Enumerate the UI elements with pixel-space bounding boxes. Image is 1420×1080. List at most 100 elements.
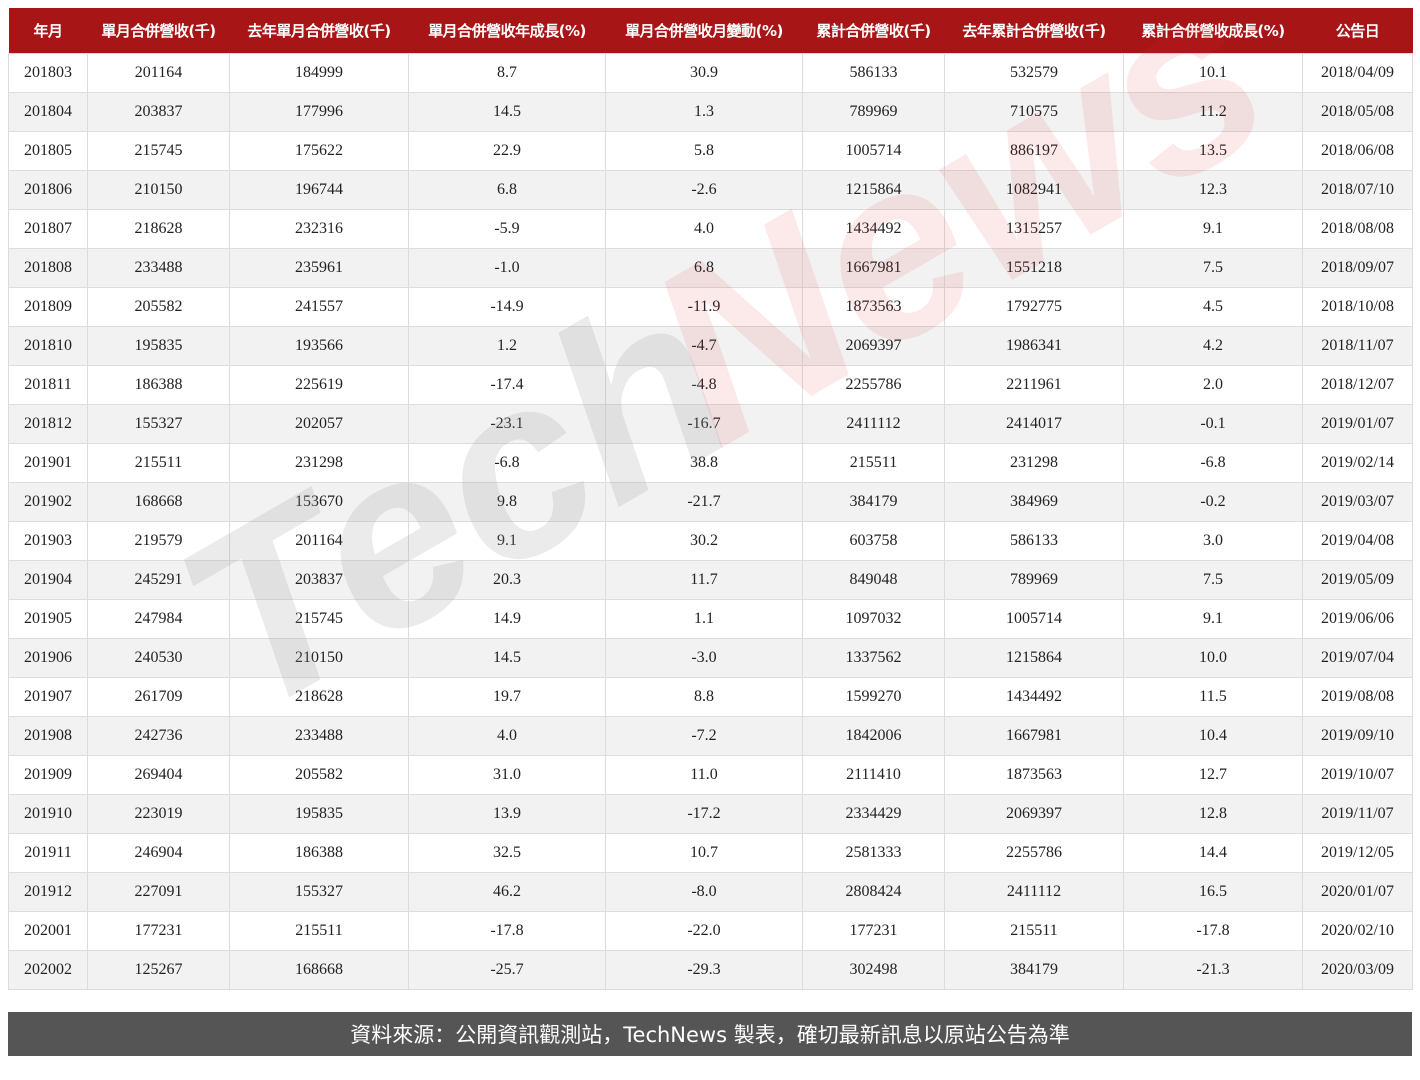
table-cell: 10.0 [1123,638,1303,678]
table-row: 201903 219579 201164 9.1 30.2 603758 586133 3.0… [8,521,1413,561]
table-cell: 2255786 [802,365,945,405]
table-row: 201805 215745 175622 22.9 5.8 1005714 886197 13… [8,131,1413,171]
table-cell: 155327 [87,404,230,444]
table-cell: 177996 [229,92,409,132]
table-cell: 1215864 [802,170,945,210]
table-row: 201807 218628 232316 -5.9 4.0 1434492 1315257 9… [8,209,1413,249]
table-cell: 2019/04/08 [1302,521,1413,561]
table-cell: -29.3 [605,950,803,990]
table-cell: 2019/10/07 [1302,755,1413,795]
table-cell: 13.9 [408,794,606,834]
table-cell: 202002 [8,950,88,990]
table-row: 201806 210150 196744 6.8 -2.6 1215864 1082941 1… [8,170,1413,210]
table-cell: 1005714 [802,131,945,171]
table-cell: -7.2 [605,716,803,756]
column-header: 累計合併營收(千) [802,8,945,54]
table-cell: 2018/09/07 [1302,248,1413,288]
table-cell: 153670 [229,482,409,522]
table-cell: 2019/07/04 [1302,638,1413,678]
table-cell: 532579 [944,53,1124,93]
table-cell: 14.5 [408,638,606,678]
table-cell: 1.1 [605,599,803,639]
table-cell: 46.2 [408,872,606,912]
table-cell: 14.4 [1123,833,1303,873]
table-cell: 201810 [8,326,88,366]
table-cell: 22.9 [408,131,606,171]
table-cell: -17.8 [408,911,606,951]
table-cell: 201803 [8,53,88,93]
table-cell: 177231 [802,911,945,951]
table-cell: 203837 [87,92,230,132]
table-cell: -2.6 [605,170,803,210]
table-row: 201909 269404 205582 31.0 11.0 2111410 1873563… [8,755,1413,795]
table-cell: 2019/11/07 [1302,794,1413,834]
table-cell: 1599270 [802,677,945,717]
table-cell: 586133 [944,521,1124,561]
table-cell: 1005714 [944,599,1124,639]
table-cell: 210150 [229,638,409,678]
table-cell: -1.0 [408,248,606,288]
table-cell: 19.7 [408,677,606,717]
table-cell: 201901 [8,443,88,483]
table-cell: 13.5 [1123,131,1303,171]
table-cell: 1.2 [408,326,606,366]
table-cell: 193566 [229,326,409,366]
column-header: 年月 [8,8,88,54]
table-cell: 6.8 [605,248,803,288]
table-cell: 10.1 [1123,53,1303,93]
table-cell: 8.7 [408,53,606,93]
table-cell: 32.5 [408,833,606,873]
table-cell: 11.0 [605,755,803,795]
table-cell: 186388 [87,365,230,405]
table-cell: 175622 [229,131,409,171]
table-cell: -3.0 [605,638,803,678]
table-cell: 38.8 [605,443,803,483]
table-cell: 201903 [8,521,88,561]
table-cell: 1434492 [802,209,945,249]
column-header: 累計合併營收成長(%) [1123,8,1303,54]
table-cell: 2020/01/07 [1302,872,1413,912]
table-cell: 1986341 [944,326,1124,366]
table-cell: 215511 [802,443,945,483]
table-cell: -17.8 [1123,911,1303,951]
table-cell: -4.8 [605,365,803,405]
table-cell: -21.7 [605,482,803,522]
table-cell: 233488 [229,716,409,756]
table-cell: 2581333 [802,833,945,873]
table-cell: 210150 [87,170,230,210]
table-row: 201911 246904 186388 32.5 10.7 2581333 2255786… [8,833,1413,873]
table-cell: 12.8 [1123,794,1303,834]
table-cell: 384179 [802,482,945,522]
table-cell: 247984 [87,599,230,639]
table-cell: -11.9 [605,287,803,327]
table-cell: 2411112 [802,404,945,444]
column-header: 單月合併營收年成長(%) [408,8,606,54]
table-cell: 235961 [229,248,409,288]
table-cell: 201164 [229,521,409,561]
table-cell: 849048 [802,560,945,600]
table-cell: -4.7 [605,326,803,366]
table-row: 201908 242736 233488 4.0 -7.2 1842006 1667981 1… [8,716,1413,756]
table-cell: 2808424 [802,872,945,912]
table-cell: 31.0 [408,755,606,795]
table-cell: -17.4 [408,365,606,405]
table-cell: 201910 [8,794,88,834]
table-row: 202002 125267 168668 -25.7 -29.3 302498 384179… [8,950,1413,990]
table-row: 201907 261709 218628 19.7 8.8 1599270 1434492 1… [8,677,1413,717]
table-cell: 195835 [87,326,230,366]
table-cell: 14.5 [408,92,606,132]
table-cell: 195835 [229,794,409,834]
table-cell: 215745 [229,599,409,639]
table-cell: 196744 [229,170,409,210]
table-cell: 9.1 [1123,599,1303,639]
table-cell: -6.8 [1123,443,1303,483]
table-cell: 2019/12/05 [1302,833,1413,873]
table-cell: 2018/04/09 [1302,53,1413,93]
table-cell: 4.2 [1123,326,1303,366]
table-cell: 205582 [87,287,230,327]
table-cell: -5.9 [408,209,606,249]
table-cell: 2019/03/07 [1302,482,1413,522]
table-cell: 201904 [8,560,88,600]
table-cell: 246904 [87,833,230,873]
table-cell: 242736 [87,716,230,756]
